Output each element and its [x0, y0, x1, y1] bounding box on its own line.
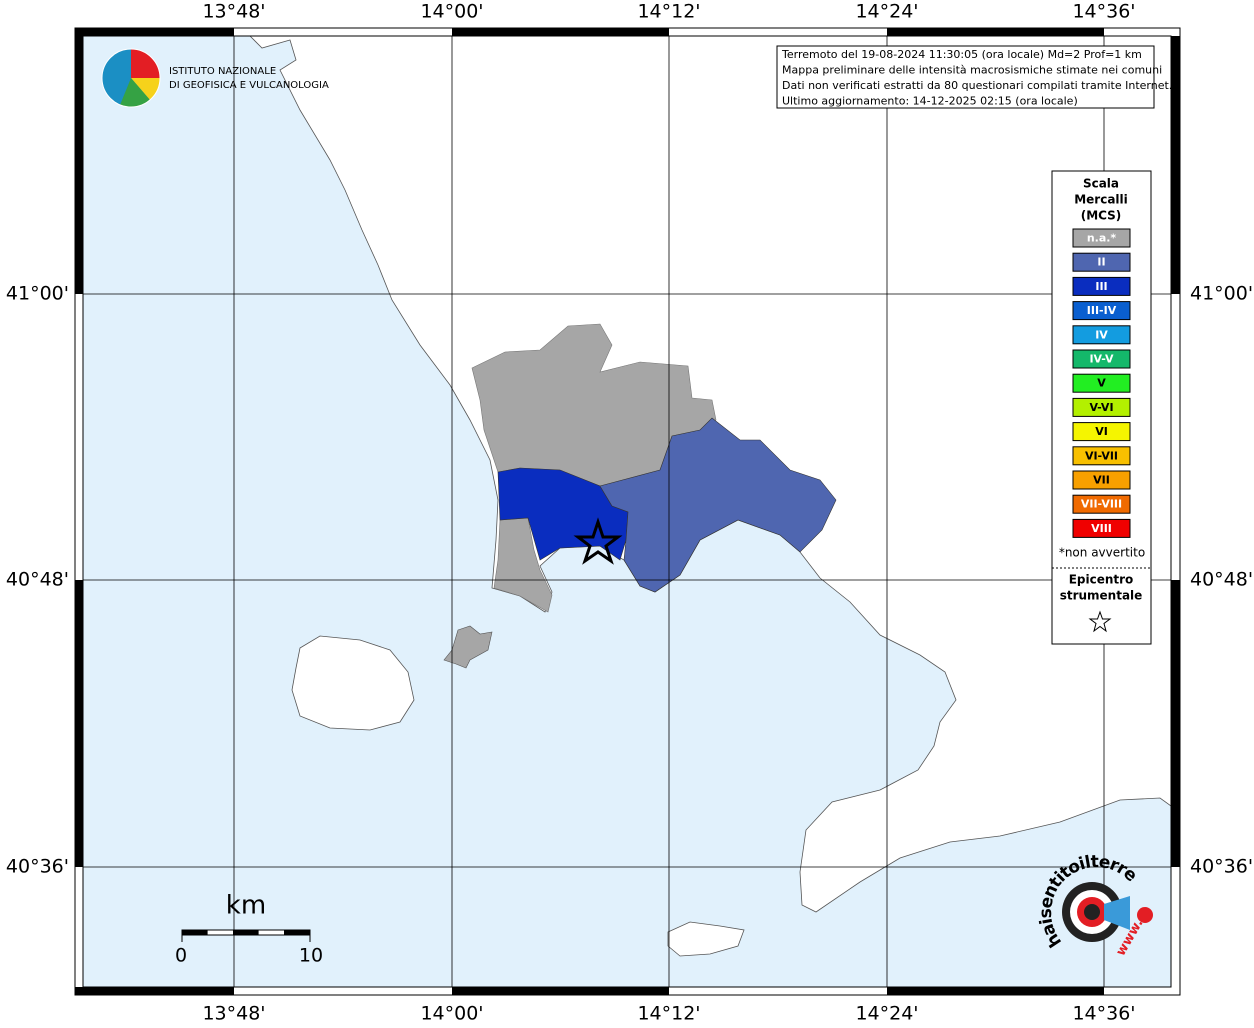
scale-tick: 10 — [299, 945, 323, 967]
legend-label: VII — [1093, 474, 1110, 487]
info-line: Ultimo aggiornamento: 14-12-2025 02:15 (… — [782, 95, 1078, 108]
legend-swatch — [1072, 397, 1131, 417]
legend-swatch — [1072, 422, 1131, 442]
island-ischia — [291, 635, 415, 731]
info-box — [776, 45, 1155, 109]
legend-star — [1088, 610, 1112, 633]
legend-title: (MCS) — [1081, 209, 1122, 223]
legend-swatch — [1072, 470, 1131, 490]
info-line: Terremoto del 19-08-2024 11:30:05 (ora l… — [781, 48, 1142, 61]
scale-tick: 0 — [175, 945, 187, 967]
lon-label: 14°12' — [637, 1003, 700, 1025]
legend-label: II — [1097, 256, 1105, 269]
lat-label: 41°00' — [6, 283, 69, 305]
lat-label: 40°48' — [6, 569, 69, 591]
legend-swatch — [1072, 494, 1131, 514]
lon-label: 14°24' — [855, 1, 918, 23]
legend-epicenter: strumentale — [1060, 589, 1143, 603]
legend-label: n.a.* — [1087, 232, 1117, 245]
lon-label: 14°12' — [637, 1, 700, 23]
epicenter-star — [573, 517, 623, 565]
legend-swatch — [1072, 325, 1131, 345]
legend-swatch — [1072, 252, 1131, 272]
legend-label: V — [1097, 377, 1106, 390]
logo-text: ISTITUTO NAZIONALE — [169, 66, 276, 77]
legend-note: *non avvertito — [1059, 546, 1145, 560]
legend-epicenter: Epicentro — [1069, 573, 1134, 587]
area-iii — [497, 467, 629, 561]
legend-swatch — [1072, 301, 1131, 321]
legend-label: VII-VIII — [1081, 498, 1122, 511]
legend-title: Scala — [1083, 177, 1119, 191]
legend-swatch — [1072, 228, 1131, 248]
island-capri — [667, 921, 745, 957]
area-ii — [599, 417, 837, 593]
lon-label: 14°24' — [855, 1003, 918, 1025]
info-line: Mappa preliminare delle intensità macros… — [782, 64, 1162, 77]
legend-label: VIII — [1091, 522, 1112, 535]
lon-label: 14°36' — [1072, 1003, 1135, 1025]
legend-swatch — [1072, 276, 1131, 296]
legend-label: III-IV — [1087, 304, 1117, 317]
info-line: Dati non verificati estratti da 80 quest… — [782, 79, 1172, 92]
logo-text: DI GEOFISICA E VULCANOLOGIA — [169, 80, 329, 91]
lat-label: 40°36' — [1190, 856, 1253, 878]
lon-label: 14°00' — [420, 1, 483, 23]
legend-swatch — [1072, 349, 1131, 369]
area-na — [493, 517, 553, 613]
legend-swatch — [1072, 518, 1131, 538]
lon-label: 13°48' — [202, 1003, 265, 1025]
lat-label: 41°00' — [1190, 283, 1253, 305]
legend-label: VI-VII — [1085, 449, 1118, 462]
lat-label: 40°48' — [1190, 569, 1253, 591]
legend-swatch — [1072, 446, 1131, 466]
legend-label: VI — [1095, 425, 1108, 438]
ingv-logo: ISTITUTO NAZIONALE DI GEOFISICA E VULCAN… — [101, 48, 329, 108]
lat-label: 40°36' — [6, 856, 69, 878]
scale-unit: km — [226, 891, 266, 921]
legend-label: III — [1095, 280, 1107, 293]
legend-label: IV-V — [1089, 353, 1114, 366]
legend-title: Mercalli — [1074, 193, 1128, 207]
legend-swatch — [1072, 373, 1131, 393]
legend-label: V-VI — [1089, 401, 1113, 414]
scale-bar: km 0 10 — [175, 891, 323, 967]
lon-label: 13°48' — [202, 1, 265, 23]
lon-label: 14°00' — [420, 1003, 483, 1025]
frame — [74, 27, 1181, 996]
legend-label: IV — [1095, 328, 1108, 341]
area-procida — [443, 625, 493, 669]
graticule — [83, 36, 1171, 987]
lon-label: 14°36' — [1072, 1, 1135, 23]
